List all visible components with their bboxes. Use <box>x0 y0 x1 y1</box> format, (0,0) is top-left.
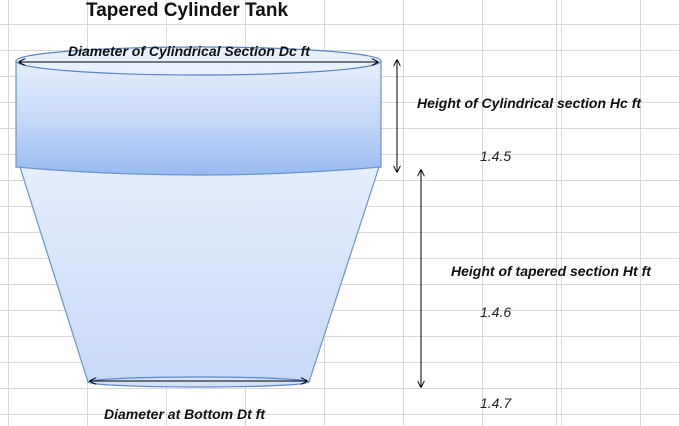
bottom-diameter-label: Diameter at Bottom Dt ft <box>104 406 266 422</box>
cylinder-height-label: Height of Cylindrical section Hc ft <box>417 95 642 111</box>
cylinder-diameter-label: Diameter of Cylindrical Section Dc ft <box>68 43 310 59</box>
bottom-diameter-ref: 1.4.7 <box>480 395 512 411</box>
cylinder-height-ref: 1.4.5 <box>480 148 512 164</box>
bottom-ellipse <box>87 376 310 388</box>
cylindrical-section <box>15 60 382 176</box>
tapered-section <box>19 166 380 383</box>
diagram-title: Tapered Cylinder Tank <box>86 0 289 21</box>
tapered-height-ref: 1.4.6 <box>480 304 512 320</box>
grid-edge-line <box>556 0 557 426</box>
tapered-height-label: Height of tapered section Ht ft <box>451 263 651 279</box>
